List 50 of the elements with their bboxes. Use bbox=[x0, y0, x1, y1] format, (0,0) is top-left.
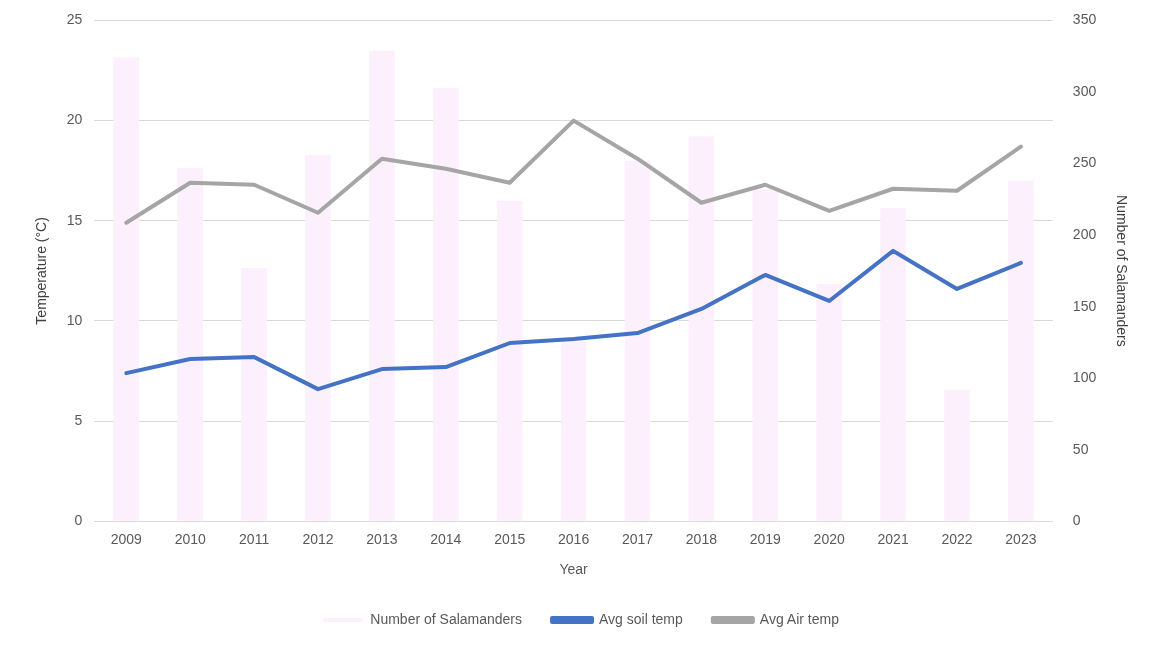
y-tick-label: 15 bbox=[66, 211, 83, 228]
bar bbox=[752, 189, 779, 522]
x-tick-label: 2016 bbox=[558, 530, 590, 547]
bar bbox=[369, 50, 395, 522]
x-tick-label: 2019 bbox=[749, 530, 782, 547]
bar bbox=[496, 200, 523, 522]
bar bbox=[1008, 180, 1034, 522]
bar bbox=[433, 87, 459, 522]
x-tick-label: 2010 bbox=[174, 530, 206, 547]
y-tick-label: 10 bbox=[66, 311, 83, 328]
y2-tick-label: 50 bbox=[1072, 440, 1089, 457]
x-tick-label: 2021 bbox=[877, 530, 909, 547]
y2-tick-label: 150 bbox=[1072, 297, 1097, 314]
bar bbox=[177, 167, 203, 522]
x-tick-label: 2022 bbox=[941, 530, 973, 547]
y-tick-label: 25 bbox=[66, 11, 83, 28]
x-tick-label: 2012 bbox=[302, 530, 334, 547]
x-tick-label: 2011 bbox=[239, 530, 270, 547]
x-tick-label: 2020 bbox=[813, 530, 845, 547]
bar bbox=[880, 207, 906, 522]
x-tick-label: 2017 bbox=[621, 530, 654, 547]
y-tick-label: 0 bbox=[74, 512, 83, 529]
x-tick-label: 2015 bbox=[494, 530, 526, 547]
y2-tick-label: 250 bbox=[1072, 154, 1097, 171]
x-tick-label: 2023 bbox=[1005, 530, 1037, 547]
y2-tick-label: 300 bbox=[1072, 82, 1097, 99]
y-axis-title: Temperature (°C) bbox=[33, 217, 50, 325]
y2-axis-title: Number of Salamanders bbox=[1113, 195, 1130, 347]
x-tick-label: 2013 bbox=[366, 530, 398, 547]
y2-tick-label: 350 bbox=[1072, 11, 1097, 28]
bar bbox=[241, 268, 267, 522]
x-tick-label: 2014 bbox=[430, 530, 462, 547]
legend-label: Number of Salamanders bbox=[370, 610, 523, 627]
x-axis-title: Year bbox=[559, 561, 589, 578]
legend-label: Avg soil temp bbox=[599, 610, 684, 627]
y2-tick-label: 200 bbox=[1072, 225, 1097, 242]
y-tick-label: 20 bbox=[66, 111, 83, 128]
x-tick-label: 2009 bbox=[110, 530, 143, 547]
bar bbox=[688, 136, 715, 522]
bar bbox=[305, 154, 331, 522]
bar bbox=[944, 389, 970, 522]
bar bbox=[816, 283, 842, 522]
bar bbox=[113, 57, 140, 522]
bar bbox=[624, 160, 651, 522]
bar bbox=[560, 341, 587, 522]
y-tick-label: 5 bbox=[74, 412, 83, 429]
legend-label: Avg Air temp bbox=[759, 610, 840, 627]
x-tick-label: 2018 bbox=[685, 530, 718, 547]
y2-tick-label: 100 bbox=[1072, 369, 1097, 386]
y2-tick-label: 0 bbox=[1072, 512, 1081, 529]
